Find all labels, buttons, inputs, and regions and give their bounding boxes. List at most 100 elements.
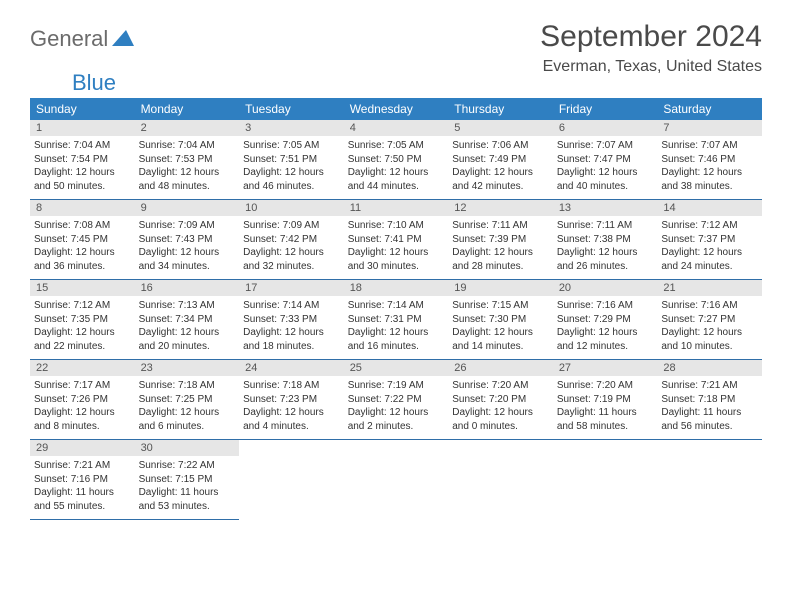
day-number: 6 [553, 120, 658, 136]
day-content: Sunrise: 7:15 AMSunset: 7:30 PMDaylight:… [448, 296, 553, 359]
calendar-cell: 24Sunrise: 7:18 AMSunset: 7:23 PMDayligh… [239, 360, 344, 440]
logo-text-blue: Blue [72, 70, 116, 95]
calendar-cell: 19Sunrise: 7:15 AMSunset: 7:30 PMDayligh… [448, 280, 553, 360]
calendar-cell: 9Sunrise: 7:09 AMSunset: 7:43 PMDaylight… [135, 200, 240, 280]
day-number: 21 [657, 280, 762, 296]
calendar-cell: 30Sunrise: 7:22 AMSunset: 7:15 PMDayligh… [135, 440, 240, 520]
calendar-cell: 27Sunrise: 7:20 AMSunset: 7:19 PMDayligh… [553, 360, 658, 440]
calendar-cell: 13Sunrise: 7:11 AMSunset: 7:38 PMDayligh… [553, 200, 658, 280]
calendar-cell: 1Sunrise: 7:04 AMSunset: 7:54 PMDaylight… [30, 120, 135, 200]
day-content: Sunrise: 7:11 AMSunset: 7:38 PMDaylight:… [553, 216, 658, 279]
calendar-row: 29Sunrise: 7:21 AMSunset: 7:16 PMDayligh… [30, 440, 762, 520]
logo: General [30, 20, 136, 52]
day-number: 19 [448, 280, 553, 296]
day-content: Sunrise: 7:21 AMSunset: 7:18 PMDaylight:… [657, 376, 762, 439]
day-number: 10 [239, 200, 344, 216]
calendar-cell: 14Sunrise: 7:12 AMSunset: 7:37 PMDayligh… [657, 200, 762, 280]
day-number: 24 [239, 360, 344, 376]
calendar-cell: 2Sunrise: 7:04 AMSunset: 7:53 PMDaylight… [135, 120, 240, 200]
day-content: Sunrise: 7:04 AMSunset: 7:53 PMDaylight:… [135, 136, 240, 199]
day-content: Sunrise: 7:20 AMSunset: 7:20 PMDaylight:… [448, 376, 553, 439]
calendar-cell: 15Sunrise: 7:12 AMSunset: 7:35 PMDayligh… [30, 280, 135, 360]
day-content: Sunrise: 7:04 AMSunset: 7:54 PMDaylight:… [30, 136, 135, 199]
day-number: 22 [30, 360, 135, 376]
calendar-row: 22Sunrise: 7:17 AMSunset: 7:26 PMDayligh… [30, 360, 762, 440]
day-number: 30 [135, 440, 240, 456]
calendar-cell: 20Sunrise: 7:16 AMSunset: 7:29 PMDayligh… [553, 280, 658, 360]
day-number: 23 [135, 360, 240, 376]
day-content: Sunrise: 7:14 AMSunset: 7:31 PMDaylight:… [344, 296, 449, 359]
day-content: Sunrise: 7:10 AMSunset: 7:41 PMDaylight:… [344, 216, 449, 279]
day-content: Sunrise: 7:09 AMSunset: 7:42 PMDaylight:… [239, 216, 344, 279]
day-number: 28 [657, 360, 762, 376]
day-content: Sunrise: 7:14 AMSunset: 7:33 PMDaylight:… [239, 296, 344, 359]
day-number: 13 [553, 200, 658, 216]
calendar-cell: 22Sunrise: 7:17 AMSunset: 7:26 PMDayligh… [30, 360, 135, 440]
day-content: Sunrise: 7:17 AMSunset: 7:26 PMDaylight:… [30, 376, 135, 439]
day-content: Sunrise: 7:11 AMSunset: 7:39 PMDaylight:… [448, 216, 553, 279]
weekday-header-row: Sunday Monday Tuesday Wednesday Thursday… [30, 98, 762, 120]
day-content: Sunrise: 7:16 AMSunset: 7:29 PMDaylight:… [553, 296, 658, 359]
day-content: Sunrise: 7:13 AMSunset: 7:34 PMDaylight:… [135, 296, 240, 359]
calendar-cell: 28Sunrise: 7:21 AMSunset: 7:18 PMDayligh… [657, 360, 762, 440]
day-content: Sunrise: 7:07 AMSunset: 7:46 PMDaylight:… [657, 136, 762, 199]
day-content: Sunrise: 7:20 AMSunset: 7:19 PMDaylight:… [553, 376, 658, 439]
weekday-header: Thursday [448, 98, 553, 120]
month-title: September 2024 [540, 20, 762, 54]
day-number: 12 [448, 200, 553, 216]
calendar-cell: 26Sunrise: 7:20 AMSunset: 7:20 PMDayligh… [448, 360, 553, 440]
day-content: Sunrise: 7:16 AMSunset: 7:27 PMDaylight:… [657, 296, 762, 359]
calendar-cell: 10Sunrise: 7:09 AMSunset: 7:42 PMDayligh… [239, 200, 344, 280]
calendar-cell: 16Sunrise: 7:13 AMSunset: 7:34 PMDayligh… [135, 280, 240, 360]
weekday-header: Sunday [30, 98, 135, 120]
day-number: 5 [448, 120, 553, 136]
calendar-cell: 3Sunrise: 7:05 AMSunset: 7:51 PMDaylight… [239, 120, 344, 200]
calendar-cell [344, 440, 449, 520]
header: General September 2024 Everman, Texas, U… [30, 20, 762, 76]
day-content: Sunrise: 7:05 AMSunset: 7:50 PMDaylight:… [344, 136, 449, 199]
calendar-cell: 25Sunrise: 7:19 AMSunset: 7:22 PMDayligh… [344, 360, 449, 440]
page: General September 2024 Everman, Texas, U… [0, 0, 792, 540]
weekday-header: Tuesday [239, 98, 344, 120]
day-number: 29 [30, 440, 135, 456]
day-number: 26 [448, 360, 553, 376]
calendar-cell: 23Sunrise: 7:18 AMSunset: 7:25 PMDayligh… [135, 360, 240, 440]
calendar-cell [553, 440, 658, 520]
calendar-cell: 5Sunrise: 7:06 AMSunset: 7:49 PMDaylight… [448, 120, 553, 200]
day-number: 25 [344, 360, 449, 376]
calendar-cell: 7Sunrise: 7:07 AMSunset: 7:46 PMDaylight… [657, 120, 762, 200]
day-number: 15 [30, 280, 135, 296]
day-number: 20 [553, 280, 658, 296]
calendar-cell: 11Sunrise: 7:10 AMSunset: 7:41 PMDayligh… [344, 200, 449, 280]
calendar-cell [657, 440, 762, 520]
day-number: 27 [553, 360, 658, 376]
weekday-header: Saturday [657, 98, 762, 120]
calendar-row: 15Sunrise: 7:12 AMSunset: 7:35 PMDayligh… [30, 280, 762, 360]
day-number: 3 [239, 120, 344, 136]
day-content: Sunrise: 7:12 AMSunset: 7:35 PMDaylight:… [30, 296, 135, 359]
calendar-cell: 17Sunrise: 7:14 AMSunset: 7:33 PMDayligh… [239, 280, 344, 360]
weekday-header: Monday [135, 98, 240, 120]
day-content: Sunrise: 7:07 AMSunset: 7:47 PMDaylight:… [553, 136, 658, 199]
day-number: 16 [135, 280, 240, 296]
day-content: Sunrise: 7:22 AMSunset: 7:15 PMDaylight:… [135, 456, 240, 519]
calendar-cell: 4Sunrise: 7:05 AMSunset: 7:50 PMDaylight… [344, 120, 449, 200]
day-number: 8 [30, 200, 135, 216]
calendar-cell: 6Sunrise: 7:07 AMSunset: 7:47 PMDaylight… [553, 120, 658, 200]
calendar-cell: 21Sunrise: 7:16 AMSunset: 7:27 PMDayligh… [657, 280, 762, 360]
calendar-row: 1Sunrise: 7:04 AMSunset: 7:54 PMDaylight… [30, 120, 762, 200]
calendar-row: 8Sunrise: 7:08 AMSunset: 7:45 PMDaylight… [30, 200, 762, 280]
day-number: 2 [135, 120, 240, 136]
calendar-cell: 29Sunrise: 7:21 AMSunset: 7:16 PMDayligh… [30, 440, 135, 520]
day-content: Sunrise: 7:18 AMSunset: 7:23 PMDaylight:… [239, 376, 344, 439]
day-number: 4 [344, 120, 449, 136]
calendar-cell: 18Sunrise: 7:14 AMSunset: 7:31 PMDayligh… [344, 280, 449, 360]
weekday-header: Friday [553, 98, 658, 120]
calendar-cell: 12Sunrise: 7:11 AMSunset: 7:39 PMDayligh… [448, 200, 553, 280]
day-content: Sunrise: 7:18 AMSunset: 7:25 PMDaylight:… [135, 376, 240, 439]
day-number: 17 [239, 280, 344, 296]
calendar-cell [448, 440, 553, 520]
day-content: Sunrise: 7:05 AMSunset: 7:51 PMDaylight:… [239, 136, 344, 199]
day-number: 14 [657, 200, 762, 216]
day-content: Sunrise: 7:08 AMSunset: 7:45 PMDaylight:… [30, 216, 135, 279]
